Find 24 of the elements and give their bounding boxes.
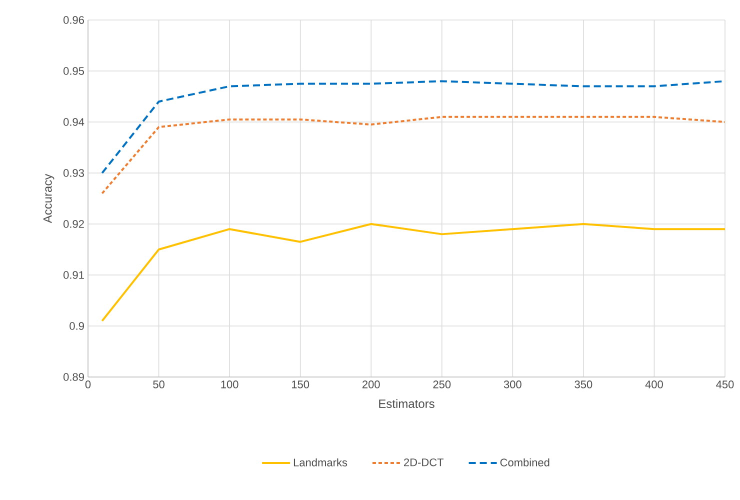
x-tick-label: 200	[362, 380, 380, 388]
x-tick-label: 450	[716, 380, 734, 388]
y-tick-label: 0.92	[63, 220, 84, 228]
x-axis-title: Estimators	[379, 399, 434, 408]
x-tick-label: 100	[221, 380, 238, 388]
legend-label: Landmarks	[294, 458, 348, 466]
y-axis-title: Accuracy	[43, 174, 54, 224]
y-tick-label: 0.91	[63, 271, 84, 279]
y-tick-label: 0.93	[63, 169, 84, 177]
line-series	[101, 222, 725, 322]
x-tick-label: 400	[645, 380, 663, 388]
y-tick-label: 0.96	[63, 16, 84, 24]
y-tick-label: 0.89	[63, 373, 84, 381]
x-tick-label: 150	[292, 380, 310, 388]
legend-label: Combined	[500, 458, 550, 466]
x-tick-label: 0	[85, 380, 91, 388]
x-tick-label: 250	[433, 380, 451, 388]
legend-label: 2D-DCT	[404, 458, 444, 466]
x-tick-label: 350	[574, 380, 592, 388]
y-tick-label: 0.9	[70, 322, 84, 330]
y-tick-label: 0.94	[63, 118, 84, 126]
y-tick-label: 0.95	[63, 67, 84, 75]
x-tick-label: 300	[504, 380, 522, 388]
x-tick-label: 50	[153, 380, 164, 388]
